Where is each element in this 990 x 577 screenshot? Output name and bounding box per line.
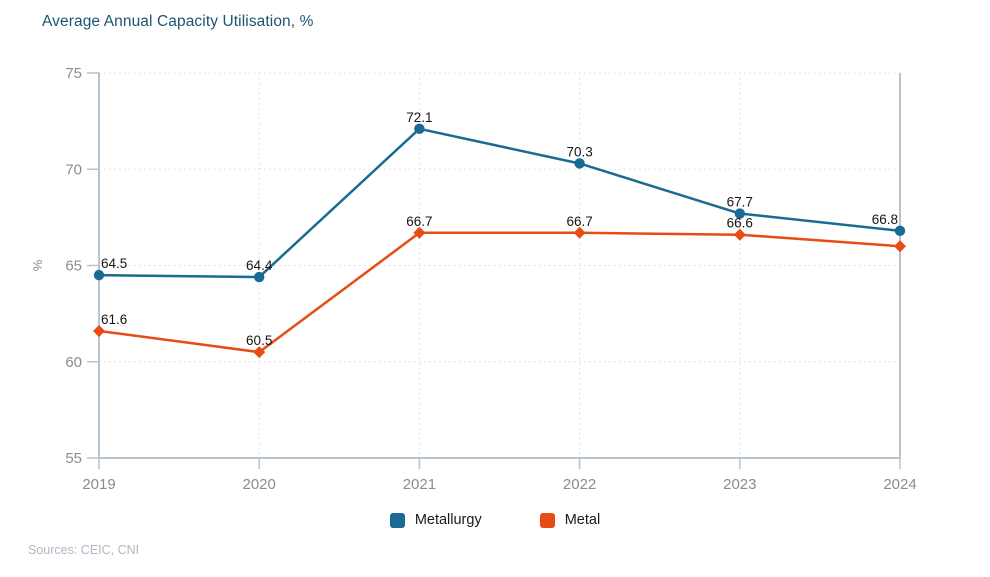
y-axis-tick-label: 75: [65, 65, 82, 82]
data-point-label: 72.1: [406, 110, 432, 125]
metal-swatch-icon: [539, 512, 555, 528]
data-point-metallurgy[interactable]: [254, 271, 265, 283]
data-point-metallurgy[interactable]: [93, 269, 105, 281]
data-point-metallurgy[interactable]: [414, 123, 425, 135]
x-axis-tick-label: 2021: [403, 476, 436, 493]
data-point-label: 67.7: [727, 195, 753, 210]
series-line-metal: [97, 231, 902, 354]
metallurgy-swatch-icon: [389, 512, 405, 528]
y-axis-tick-label: 70: [65, 161, 82, 178]
source-note: Sources: CEIC, CNI: [28, 543, 140, 557]
x-axis-tick-label: 2020: [243, 476, 276, 493]
x-axis-tick-label: 2023: [723, 476, 756, 493]
x-axis-tick-label: 2024: [883, 476, 916, 493]
y-axis-tick-label: 60: [65, 354, 82, 371]
x-axis-tick-label: 2022: [563, 476, 596, 493]
data-point-label: 70.3: [566, 144, 592, 159]
y-axis-tick-label: 55: [65, 450, 82, 467]
data-point-label: 66.7: [406, 214, 432, 229]
data-point-metal[interactable]: [413, 226, 426, 239]
data-point-metallurgy[interactable]: [574, 158, 585, 169]
data-point-metal[interactable]: [253, 346, 266, 359]
chart-legend: Metallurgy Metal: [0, 512, 990, 528]
data-point-metal[interactable]: [733, 228, 746, 241]
data-point-label: 64.5: [101, 256, 127, 271]
y-axis-title: %: [30, 259, 45, 271]
data-point-label: 61.6: [101, 312, 127, 327]
data-point-label: 66.6: [727, 216, 753, 231]
data-point-metal[interactable]: [894, 240, 906, 253]
data-point-metallurgy[interactable]: [734, 208, 745, 219]
data-point-metal[interactable]: [573, 226, 586, 239]
series-line-metallurgy: [97, 127, 902, 279]
legend-item-metallurgy[interactable]: Metallurgy: [389, 512, 482, 528]
data-point-label: 64.4: [246, 258, 273, 273]
x-axis-tick-label: 2019: [82, 476, 115, 493]
legend-label-metal: Metal: [564, 512, 601, 528]
data-point-metallurgy[interactable]: [894, 225, 906, 237]
data-point-label: 66.8: [872, 212, 898, 227]
legend-label-metallurgy: Metallurgy: [414, 512, 482, 528]
data-point-label: 60.5: [246, 333, 272, 348]
legend-item-metal[interactable]: Metal: [539, 512, 601, 528]
data-point-label: 66.7: [566, 214, 592, 229]
data-point-metal[interactable]: [93, 324, 105, 337]
y-axis-tick-label: 65: [65, 258, 82, 275]
line-chart-plot-area: 55 60 65 70 75 2019 2020 2021 2022 2023 2024% 64.5 6…: [30, 65, 917, 493]
chart-title: Average Annual Capacity Utilisation, %: [42, 13, 314, 30]
